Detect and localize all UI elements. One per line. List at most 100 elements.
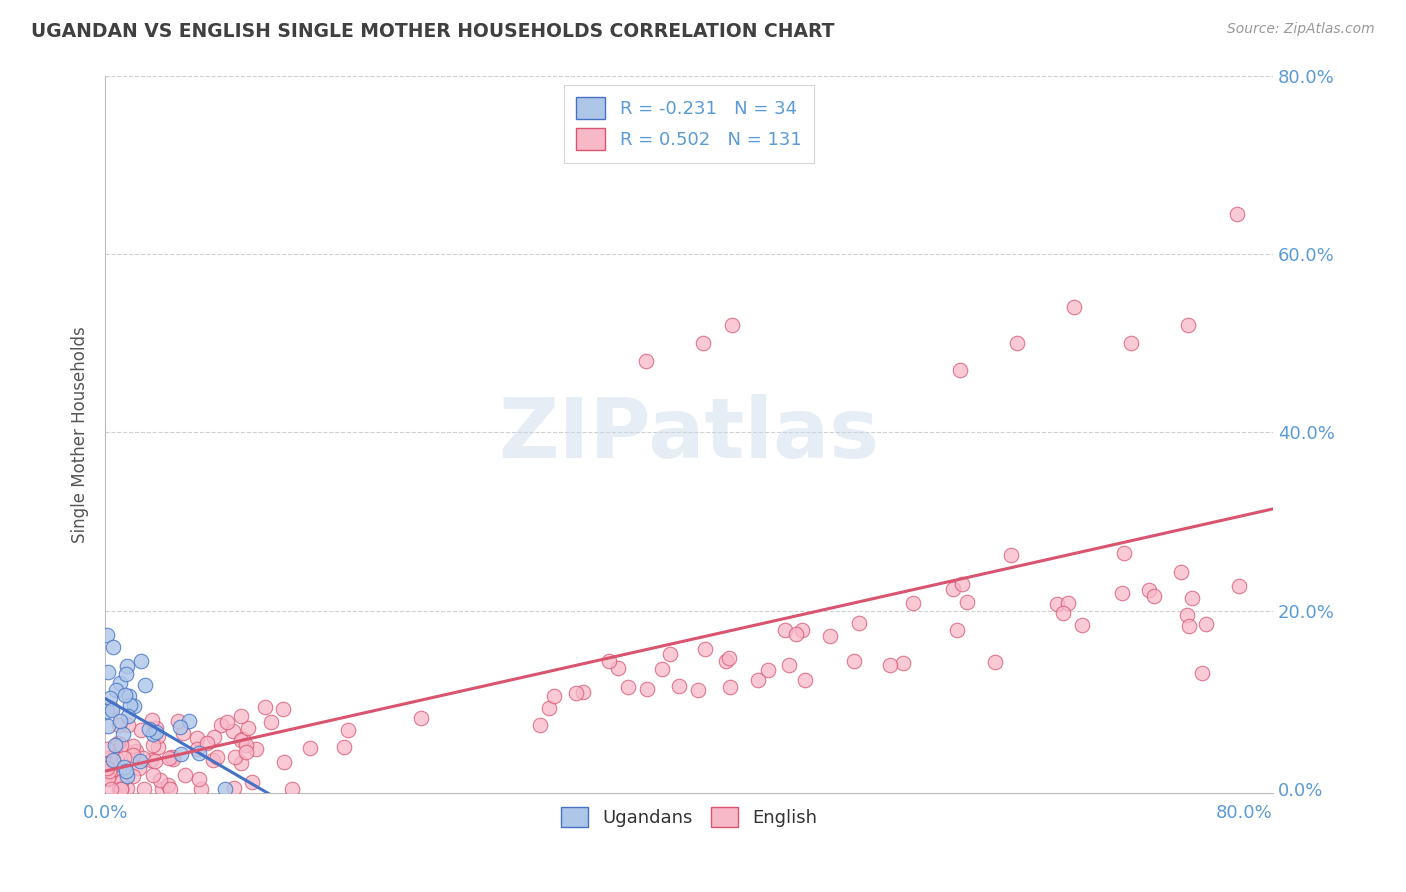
Point bbox=[96, 761, 118, 775]
Point bbox=[785, 626, 807, 640]
Point bbox=[773, 623, 796, 637]
Point bbox=[98, 764, 121, 778]
Point bbox=[112, 760, 135, 774]
Point bbox=[114, 764, 136, 778]
Point bbox=[337, 723, 360, 738]
Point bbox=[222, 780, 245, 795]
Point bbox=[169, 720, 191, 734]
Point bbox=[105, 738, 128, 752]
Point bbox=[114, 689, 136, 703]
Point bbox=[1227, 579, 1250, 593]
Point bbox=[214, 781, 236, 796]
Point bbox=[112, 751, 135, 765]
Point bbox=[96, 704, 118, 718]
Point bbox=[1226, 207, 1249, 221]
Point bbox=[110, 781, 132, 796]
Point bbox=[1177, 318, 1199, 333]
Point bbox=[188, 746, 211, 760]
Point bbox=[758, 664, 780, 678]
Point bbox=[879, 657, 901, 672]
Point bbox=[115, 769, 138, 783]
Point bbox=[172, 725, 194, 739]
Point bbox=[598, 654, 620, 668]
Point bbox=[134, 677, 156, 691]
Point bbox=[101, 753, 124, 767]
Point bbox=[1070, 618, 1092, 632]
Point bbox=[159, 781, 181, 796]
Point bbox=[174, 768, 197, 782]
Point bbox=[149, 772, 172, 787]
Point bbox=[186, 742, 208, 756]
Point bbox=[115, 667, 138, 681]
Point bbox=[120, 698, 142, 713]
Point bbox=[110, 738, 132, 752]
Point bbox=[110, 676, 132, 690]
Point bbox=[105, 752, 128, 766]
Point bbox=[693, 641, 716, 656]
Point bbox=[107, 736, 129, 750]
Point bbox=[636, 681, 658, 696]
Point bbox=[128, 761, 150, 775]
Point bbox=[842, 654, 865, 668]
Point bbox=[260, 715, 283, 730]
Point bbox=[110, 774, 132, 789]
Point bbox=[1137, 582, 1160, 597]
Point bbox=[818, 629, 841, 643]
Point bbox=[333, 739, 356, 754]
Point bbox=[793, 673, 815, 687]
Point bbox=[231, 709, 253, 723]
Point bbox=[299, 740, 322, 755]
Point bbox=[110, 781, 132, 796]
Point bbox=[231, 756, 253, 770]
Point bbox=[141, 713, 163, 727]
Point bbox=[945, 623, 967, 637]
Point bbox=[224, 750, 246, 764]
Point bbox=[115, 659, 138, 673]
Point bbox=[117, 718, 139, 732]
Point bbox=[893, 656, 915, 670]
Point bbox=[100, 781, 122, 796]
Point bbox=[209, 717, 232, 731]
Point bbox=[1000, 548, 1022, 562]
Point bbox=[942, 582, 965, 596]
Point bbox=[143, 755, 166, 769]
Point bbox=[1181, 591, 1204, 606]
Point bbox=[148, 729, 170, 743]
Point bbox=[1143, 589, 1166, 603]
Point bbox=[714, 655, 737, 669]
Point bbox=[186, 731, 208, 745]
Point bbox=[668, 679, 690, 693]
Point bbox=[190, 781, 212, 796]
Point bbox=[101, 703, 124, 717]
Point bbox=[950, 576, 973, 591]
Point bbox=[98, 766, 121, 780]
Point bbox=[97, 665, 120, 680]
Point bbox=[139, 753, 162, 767]
Point bbox=[112, 726, 135, 740]
Point bbox=[1191, 666, 1213, 681]
Point bbox=[97, 772, 120, 787]
Point bbox=[1119, 336, 1142, 351]
Point bbox=[1195, 617, 1218, 632]
Point bbox=[125, 744, 148, 758]
Point bbox=[1178, 619, 1201, 633]
Point bbox=[636, 354, 658, 368]
Point bbox=[955, 595, 977, 609]
Point bbox=[104, 683, 127, 698]
Point bbox=[240, 774, 263, 789]
Point bbox=[142, 726, 165, 740]
Point bbox=[984, 655, 1007, 669]
Point bbox=[122, 739, 145, 753]
Point bbox=[721, 318, 744, 333]
Point bbox=[543, 689, 565, 703]
Point bbox=[651, 662, 673, 676]
Point bbox=[273, 702, 295, 716]
Point bbox=[142, 768, 165, 782]
Point bbox=[217, 714, 239, 729]
Point bbox=[235, 738, 257, 752]
Point bbox=[245, 742, 267, 756]
Point bbox=[235, 745, 257, 759]
Point bbox=[177, 714, 200, 728]
Point bbox=[718, 680, 741, 694]
Point bbox=[162, 751, 184, 765]
